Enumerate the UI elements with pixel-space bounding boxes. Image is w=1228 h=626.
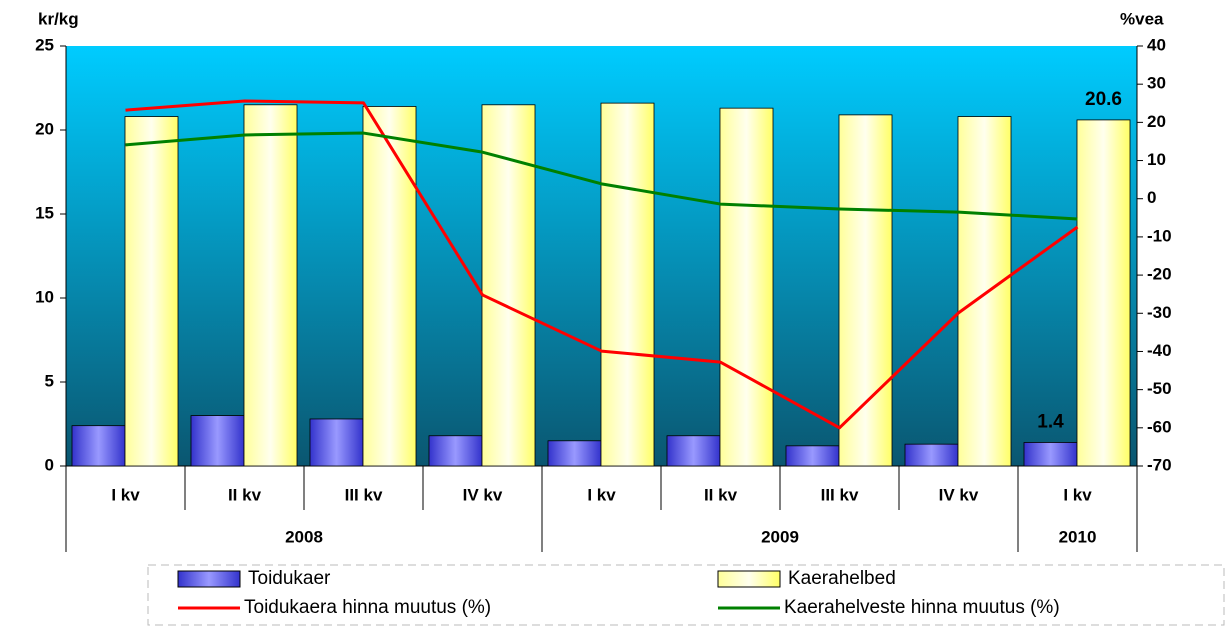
x-tick-label: IV kv — [463, 485, 503, 504]
y-tick-label: 5 — [45, 371, 54, 390]
legend-swatch — [177, 570, 241, 588]
bar — [600, 102, 655, 467]
y2-tick-label: 10 — [1147, 150, 1166, 169]
bar — [785, 445, 840, 467]
x-tick-label: I kv — [587, 485, 616, 504]
group-label: 2009 — [761, 527, 799, 546]
x-tick-label: III kv — [345, 485, 383, 504]
y-tick-label: 25 — [35, 35, 54, 54]
y2-tick-label: -40 — [1147, 341, 1172, 360]
bar — [904, 443, 959, 467]
y-tick-label: 20 — [35, 119, 54, 138]
group-label: 2008 — [285, 527, 323, 546]
bar — [1076, 119, 1131, 467]
bar — [243, 104, 298, 467]
y2-tick-label: -10 — [1147, 226, 1172, 245]
y2-tick-label: -30 — [1147, 303, 1172, 322]
bar — [362, 106, 417, 467]
x-tick-label: II kv — [704, 485, 738, 504]
bar — [71, 425, 126, 467]
y2-tick-label: -20 — [1147, 265, 1172, 284]
bar — [666, 435, 721, 467]
line-series — [125, 131, 1078, 221]
x-tick-label: II kv — [228, 485, 262, 504]
y2-tick-label: -60 — [1147, 417, 1172, 436]
bar — [1023, 442, 1078, 467]
y-axis-title: kr/kg — [38, 9, 79, 28]
x-tick-label: I kv — [111, 485, 140, 504]
bar — [428, 435, 483, 467]
y-tick-label: 15 — [35, 203, 54, 222]
bar — [190, 415, 245, 467]
bar — [957, 116, 1012, 467]
group-label: 2010 — [1059, 527, 1097, 546]
legend-label: Kaerahelveste hinna muutus (%) — [784, 597, 1060, 618]
data-label: 1.4 — [1037, 411, 1064, 432]
bar — [124, 116, 179, 467]
y-tick-label: 10 — [35, 287, 54, 306]
y2-tick-label: -50 — [1147, 379, 1172, 398]
y2-tick-label: 20 — [1147, 112, 1166, 131]
x-tick-label: I kv — [1063, 485, 1092, 504]
bar — [547, 440, 602, 467]
y2-tick-label: -70 — [1147, 455, 1172, 474]
y-tick-label: 0 — [45, 455, 54, 474]
y2-tick-label: 40 — [1147, 35, 1166, 54]
legend-label: Toidukaer — [248, 568, 331, 589]
x-tick-label: IV kv — [939, 485, 979, 504]
y2-axis-title: %vea — [1120, 9, 1164, 28]
legend-label: Kaerahelbed — [788, 568, 896, 589]
legend-label: Toidukaera hinna muutus (%) — [244, 597, 491, 618]
bar — [719, 107, 774, 467]
legend-box — [147, 564, 1225, 626]
bar — [838, 114, 893, 467]
data-label: 20.6 — [1085, 89, 1122, 110]
bar — [309, 418, 364, 467]
y2-tick-label: 0 — [1147, 188, 1156, 207]
x-tick-label: III kv — [821, 485, 859, 504]
line-series — [125, 99, 1079, 430]
y2-tick-label: 30 — [1147, 74, 1166, 93]
legend-swatch — [717, 570, 781, 588]
